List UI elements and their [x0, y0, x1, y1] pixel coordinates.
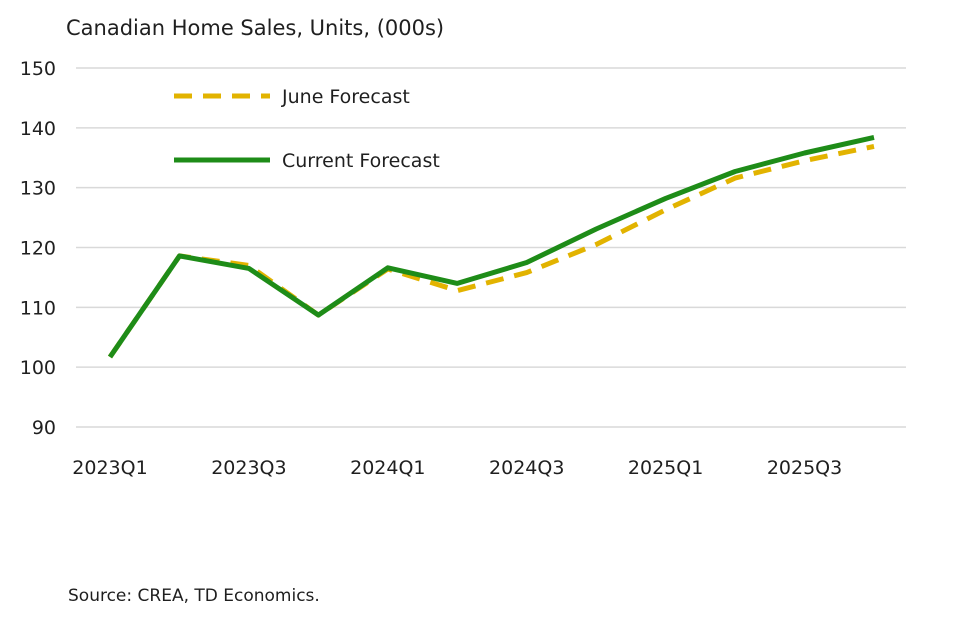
y-tick-label: 110 — [20, 297, 56, 319]
series-lines — [107, 134, 875, 359]
y-tick-label: 100 — [20, 357, 56, 379]
y-tick-label: 150 — [20, 58, 56, 80]
x-tick-label: 2023Q1 — [72, 457, 147, 479]
gridlines — [76, 67, 906, 428]
current-forecast-line — [107, 134, 875, 359]
x-tick-label: 2025Q1 — [628, 457, 703, 479]
x-tick-label: 2023Q3 — [211, 457, 286, 479]
source-note: Source: CREA, TD Economics. — [68, 586, 320, 606]
y-tick-label: 90 — [32, 417, 56, 439]
y-tick-label: 120 — [20, 238, 56, 260]
chart-title: Canadian Home Sales, Units, (000s) — [66, 16, 445, 40]
y-tick-label: 140 — [20, 118, 56, 140]
june-forecast-line — [107, 143, 875, 359]
x-axis-ticks: 2023Q1 2023Q3 2024Q1 2024Q3 2025Q1 2025Q3 — [72, 457, 842, 479]
x-tick-label: 2024Q1 — [350, 457, 425, 479]
legend-label: June Forecast — [281, 86, 410, 108]
legend-label: Current Forecast — [282, 150, 440, 172]
legend: June Forecast Current Forecast — [174, 86, 440, 172]
y-tick-label: 130 — [20, 178, 56, 200]
x-tick-label: 2024Q3 — [489, 457, 564, 479]
y-axis-ticks: 90 100 110 120 130 140 150 — [20, 58, 56, 439]
x-tick-label: 2025Q3 — [767, 457, 842, 479]
